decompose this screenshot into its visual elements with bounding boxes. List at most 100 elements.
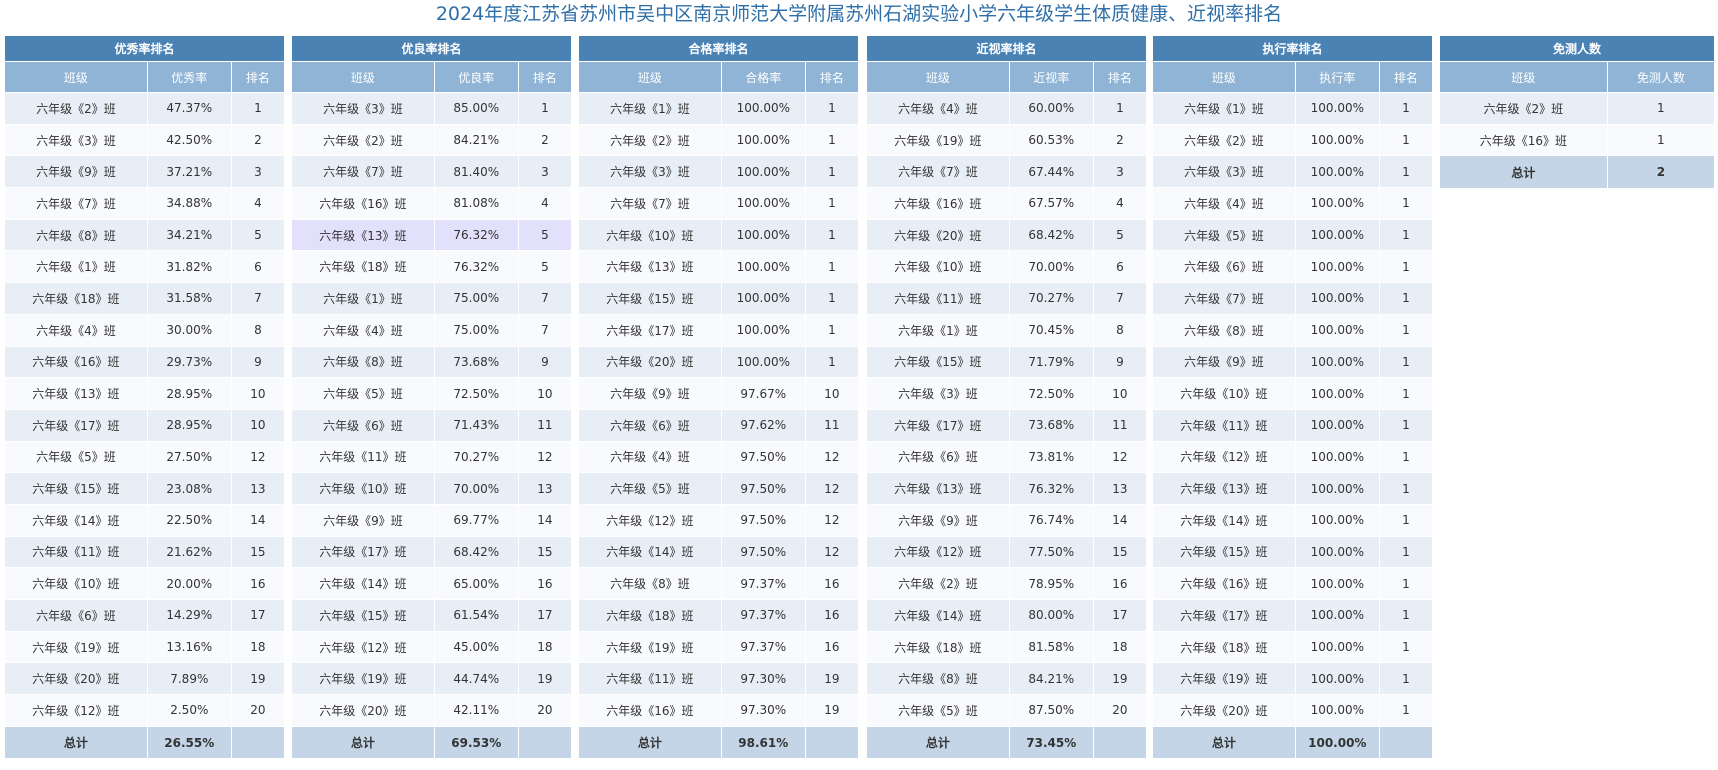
data-row: 六年级《9》班 37.21% 3 (4, 155, 286, 189)
data-row: 六年级《6》班 71.43% 11 (291, 408, 573, 442)
cell: 六年级《11》班 (578, 662, 722, 696)
table-head: 执行率排名 班级 执行率 排名 (1152, 35, 1434, 93)
cell: 16 (1092, 567, 1148, 600)
title-row: 优秀率排名 (4, 35, 285, 62)
cell: 76.32% (1008, 472, 1094, 505)
cell: 12 (1092, 440, 1148, 474)
cell: 六年级《16》班 (1439, 123, 1608, 157)
page-title: 2024年度江苏省苏州市吴中区南京师范大学附属苏州石湖实验小学六年级学生体质健康… (435, 3, 1283, 25)
total-row: 总计 2 (1439, 155, 1716, 190)
data-row: 六年级《10》班 100.00% 1 (1152, 377, 1434, 410)
total-cell (517, 725, 573, 760)
cell: 六年级《13》班 (291, 218, 435, 252)
header-row: 班级 免测人数 (1439, 61, 1716, 93)
table-foot: 总计 2 (1439, 155, 1716, 190)
cell: 六年级《11》班 (4, 535, 148, 569)
cell: 17 (517, 599, 573, 632)
cell: 六年级《7》班 (578, 187, 722, 220)
table-title: 近视率排名 (866, 35, 1147, 62)
data-row: 六年级《19》班 44.74% 19 (291, 662, 573, 696)
cell: 23.08% (146, 472, 232, 505)
cell: 18 (517, 630, 573, 664)
cell: 100.00% (1294, 535, 1380, 569)
cell: 六年级《2》班 (1152, 123, 1296, 157)
column-header: 优秀率 (146, 61, 232, 93)
cell: 19 (230, 662, 286, 696)
cell: 100.00% (720, 313, 806, 347)
cell: 六年级《13》班 (866, 472, 1010, 505)
header-row: 班级 近视率 排名 (866, 61, 1148, 93)
cell: 六年级《5》班 (4, 440, 148, 474)
data-row: 六年级《16》班 100.00% 1 (1152, 567, 1434, 600)
cell: 六年级《3》班 (4, 123, 148, 157)
total-row: 总计 26.55% (4, 725, 286, 760)
cell: 1 (1378, 599, 1434, 632)
cell: 1 (804, 123, 860, 157)
cell: 11 (517, 408, 573, 442)
total-cell: 总计 (866, 725, 1010, 760)
cell: 16 (804, 567, 860, 600)
cell: 六年级《10》班 (1152, 377, 1296, 410)
cell: 六年级《5》班 (1152, 218, 1296, 252)
data-row: 六年级《15》班 100.00% 1 (578, 282, 860, 315)
cell: 75.00% (433, 282, 519, 315)
cell: 27.50% (146, 440, 232, 474)
cell: 21.62% (146, 535, 232, 569)
cell: 60.00% (1008, 92, 1094, 125)
data-row: 六年级《4》班 30.00% 8 (4, 313, 286, 347)
cell: 六年级《14》班 (1152, 503, 1296, 537)
data-row: 六年级《8》班 84.21% 19 (866, 662, 1148, 696)
cell: 1 (1378, 377, 1434, 410)
cell: 9 (230, 345, 286, 379)
column-header: 班级 (1152, 61, 1296, 93)
data-row: 六年级《20》班 7.89% 19 (4, 662, 286, 696)
cell: 1 (1378, 694, 1434, 727)
ranking-table: 免测人数 班级 免测人数 六年级《2》班 1 六年级《16》班 1 总计 2 (1439, 35, 1716, 190)
data-row: 六年级《11》班 21.62% 15 (4, 535, 286, 569)
cell: 15 (1092, 535, 1148, 569)
cell: 16 (230, 567, 286, 600)
cell: 19 (517, 662, 573, 696)
cell: 10 (804, 377, 860, 410)
cell: 67.57% (1008, 187, 1094, 220)
cell: 六年级《16》班 (4, 345, 148, 379)
data-row: 六年级《10》班 20.00% 16 (4, 567, 286, 600)
data-row: 六年级《20》班 68.42% 5 (866, 218, 1148, 252)
cell: 71.79% (1008, 345, 1094, 379)
column-header: 班级 (4, 61, 148, 93)
cell: 1 (1378, 345, 1434, 379)
data-row: 六年级《10》班 100.00% 1 (578, 218, 860, 252)
cell: 70.27% (433, 440, 519, 474)
data-row: 六年级《6》班 73.81% 12 (866, 440, 1148, 474)
cell: 六年级《17》班 (866, 408, 1010, 442)
cell: 97.37% (720, 567, 806, 600)
header-row: 班级 优秀率 排名 (4, 61, 286, 93)
cell: 10 (1092, 377, 1148, 410)
total-cell: 总计 (1152, 725, 1296, 760)
cell: 六年级《15》班 (4, 472, 148, 505)
data-row: 六年级《17》班 68.42% 15 (291, 535, 573, 569)
total-cell (1378, 725, 1434, 760)
cell: 14.29% (146, 599, 232, 632)
cell: 六年级《20》班 (4, 662, 148, 696)
data-row: 六年级《6》班 100.00% 1 (1152, 250, 1434, 284)
cell: 100.00% (720, 250, 806, 284)
cell: 85.00% (433, 92, 519, 125)
ranking-table: 优良率排名 班级 优良率 排名 六年级《3》班 85.00% 1 六年级《2》班 84.21% 2… (291, 35, 573, 760)
cell: 7 (230, 282, 286, 315)
cell: 68.42% (433, 535, 519, 569)
cell: 1 (1606, 123, 1716, 157)
data-row: 六年级《7》班 100.00% 1 (1152, 282, 1434, 315)
cell: 1 (1378, 408, 1434, 442)
cell: 六年级《4》班 (291, 313, 435, 347)
cell: 97.67% (720, 377, 806, 410)
cell: 70.00% (1008, 250, 1094, 284)
ranking-table: 执行率排名 班级 执行率 排名 六年级《1》班 100.00% 1 六年级《2》班 100.00… (1152, 35, 1434, 760)
title-row: 近视率排名 (866, 35, 1147, 62)
data-row: 六年级《3》班 72.50% 10 (866, 377, 1148, 410)
cell: 100.00% (1294, 218, 1380, 252)
cell: 1 (1378, 567, 1434, 600)
total-row: 总计 98.61% (578, 725, 860, 760)
column-header: 排名 (804, 61, 860, 93)
cell: 72.50% (433, 377, 519, 410)
